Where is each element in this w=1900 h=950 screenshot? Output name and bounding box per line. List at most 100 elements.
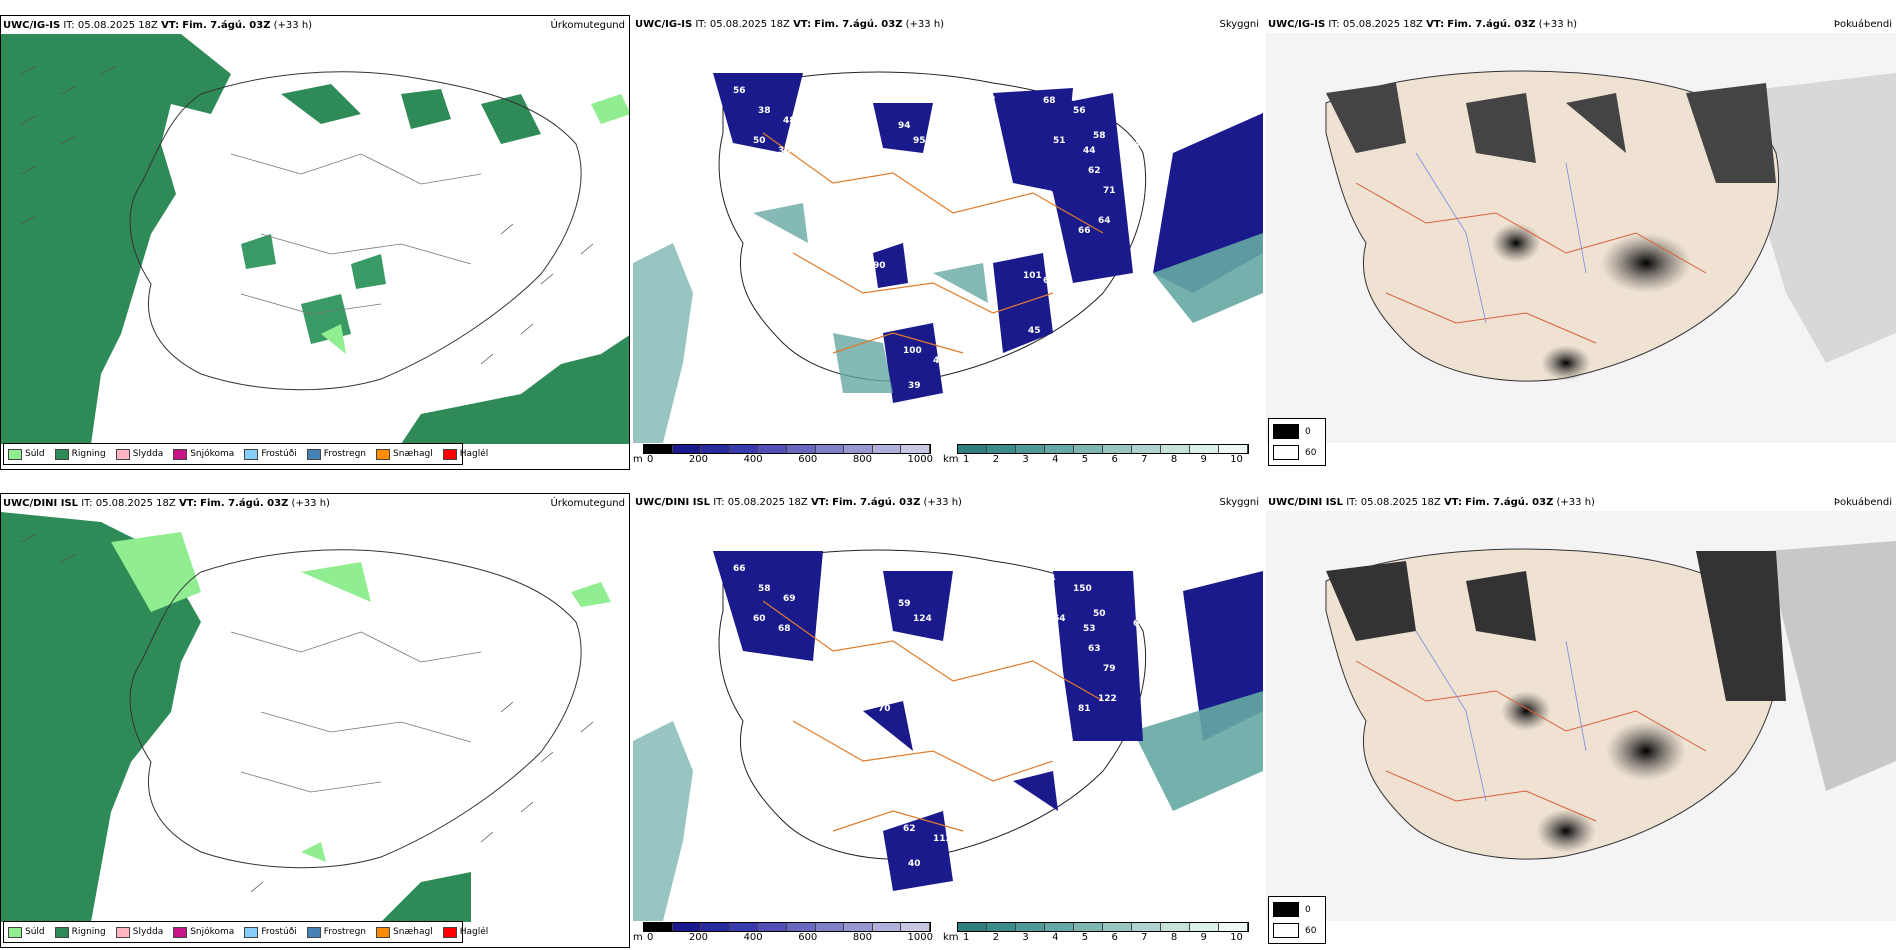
cloudbase-value-label: 53 (1083, 624, 1096, 634)
cloudbase-value-label: 70 (878, 704, 891, 714)
legend-swatch (173, 448, 188, 460)
legend-item: Rigning (54, 448, 106, 460)
cloudbase-value-label: 56 (733, 86, 746, 96)
cloudbase-value-label: 100 (903, 346, 922, 356)
colorbar-cell (672, 923, 702, 931)
legend-swatch (115, 926, 130, 938)
colorbar-tick: 5 (1081, 454, 1089, 465)
legend-item: Slydda (115, 448, 163, 460)
field-name: Skyggni (1219, 497, 1259, 508)
colorbar-tick: 600 (798, 454, 818, 465)
fog-legend: 0 60 (1268, 896, 1326, 944)
colorbar-cell (1190, 923, 1219, 931)
cloudbase-value-label: 69 (1023, 749, 1036, 759)
legend-label: Rigning (71, 449, 106, 459)
colorbar-tick: 9 (1200, 932, 1207, 943)
cloudbase-value-label: 66 (733, 564, 746, 574)
legend-item: Frostúði (244, 926, 297, 938)
cloudbase-value-label: 101 (953, 579, 972, 589)
cloudbase-value-label: 79 (973, 629, 986, 639)
cloudbase-value-label: 51 (1053, 136, 1066, 146)
cloudbase-value-label: 68 (778, 624, 791, 634)
cloudbase-value-label: 79 (1103, 664, 1116, 674)
colorbar-cell (987, 445, 1016, 453)
colorbar-tick: 8 (1170, 454, 1178, 465)
cloudbase-value-label: 69 (783, 594, 796, 604)
colorbar-cell (1219, 923, 1248, 931)
panel-title: UWC/DINI ISL IT: 05.08.2025 18Z VT: Fim.… (635, 497, 962, 508)
cloudbase-value-label: 50 (753, 136, 766, 146)
legend-swatch (376, 926, 391, 938)
panel-title: UWC/DINI ISL IT: 05.08.2025 18Z VT: Fim.… (1268, 497, 1595, 508)
legend-swatch (8, 448, 22, 460)
legend-swatch (442, 448, 457, 460)
legend-label: Snæhagl (393, 927, 433, 937)
colorbar-cell (958, 445, 987, 453)
legend-item: Súld (8, 448, 45, 460)
panel-cloud-bottom: UWC/DINI ISL IT: 05.08.2025 18Z VT: Fim.… (633, 493, 1263, 948)
cloudbase-value-label: 97 (1028, 804, 1041, 814)
colorbar-cell (901, 445, 930, 453)
legend-label: Haglél (459, 927, 489, 937)
colorbar-cell (815, 923, 845, 931)
colorbar-tick: 6 (1111, 932, 1118, 943)
cloudbase-value-label: 112 (933, 834, 952, 844)
cloudbase-value-label: 122 (1098, 694, 1117, 704)
colorbar-cell (1161, 923, 1190, 931)
precip-map (1, 34, 629, 444)
cloudbase-value-label: 37 (983, 96, 996, 106)
colorbar-cell (729, 445, 759, 453)
colorbar-tick: 800 (852, 932, 872, 943)
cloudbase-value-label: 64 (1053, 614, 1066, 624)
colorbar-tick: 3 (1022, 454, 1029, 465)
colorbar-tick: 9 (1200, 454, 1207, 465)
colorbar-tick: 200 (688, 454, 709, 465)
cloudbase-value-label: 95 (913, 136, 926, 146)
colorbar-cell (758, 445, 787, 453)
fog-legend: 0 60 (1268, 418, 1326, 466)
colorbar-tick: 2 (992, 932, 1000, 943)
colorbar-tick: 7 (1141, 932, 1148, 943)
cloudbase-value-label: 150 (1073, 584, 1092, 594)
colorbar-cell (958, 923, 987, 931)
colorbar-cell (644, 923, 673, 931)
colorbar-cell (786, 445, 816, 453)
cloudbase-value-label: 81 (1078, 704, 1091, 714)
precip-map (1, 512, 629, 922)
colorbar-cell (644, 445, 673, 453)
panel-precip-top: UWC/IG-IS IT: 05.08.2025 18Z VT: Fim. 7.… (0, 15, 630, 470)
field-name: Þokuábendi (1833, 497, 1892, 508)
colorbar-tick: 800 (852, 454, 872, 465)
panel-precip-bottom: UWC/DINI ISL IT: 05.08.2025 18Z VT: Fim.… (0, 493, 630, 948)
cloudbase-value-label: 91 (1043, 754, 1056, 764)
colorbar-cell (1016, 923, 1045, 931)
cloudbase-value-label: 101 (1023, 271, 1042, 281)
legend-item: Rigning (54, 926, 106, 938)
cloudbase-value-label: 39 (908, 381, 921, 391)
cloudbase-value-label: 94 (898, 121, 911, 131)
colorbar-tick: 10 (1230, 454, 1243, 465)
cloudbase-value-label: 45 (933, 356, 946, 366)
colorbar-tick: 2 (992, 454, 1000, 465)
legend-label: Rigning (71, 927, 106, 937)
legend-swatch (244, 448, 259, 460)
colorbar-cell (987, 923, 1016, 931)
colorbar-cell (1016, 445, 1045, 453)
colorbar-cell (1103, 923, 1132, 931)
legend-item: Snjókoma (173, 448, 234, 460)
colorbar-cell (1132, 445, 1161, 453)
cloudbase-value-label: 59 (898, 599, 911, 609)
panel-title: UWC/IG-IS IT: 05.08.2025 18Z VT: Fim. 7.… (635, 19, 945, 30)
legend-swatch (8, 926, 22, 938)
cloudbase-value-label: 50 (1093, 609, 1106, 619)
colorbar-tick: 4 (1052, 454, 1059, 465)
legend-label: Snjókoma (190, 927, 235, 937)
legend-item: Haglél (442, 448, 488, 460)
cloudbase-value-label: 38 (758, 106, 771, 116)
visibility-colorbar: km 1 2 3 4 5 6 7 8 9 10 (943, 922, 1253, 944)
fog-map (1266, 33, 1896, 443)
legend-swatch (376, 448, 391, 460)
colorbar-cell (1103, 445, 1132, 453)
colorbar-cell (1045, 923, 1074, 931)
